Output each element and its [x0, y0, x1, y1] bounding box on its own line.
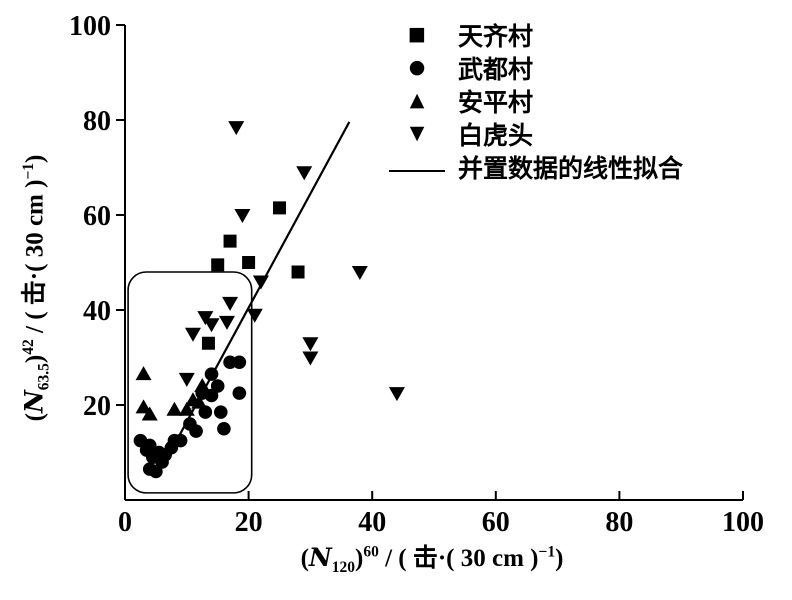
data-point-triangle-down — [246, 308, 263, 323]
data-point-square — [242, 256, 256, 269]
x-label-part: ( — [300, 545, 309, 572]
data-point-triangle-down — [296, 166, 313, 181]
data-point-triangle-down — [203, 318, 220, 333]
y-tick-label: 80 — [83, 106, 111, 137]
x-tick-label: 0 — [118, 507, 132, 538]
legend-label: 白虎头 — [458, 120, 534, 150]
circle-marker-icon: ● — [408, 56, 426, 78]
data-point-triangle-down — [302, 351, 319, 366]
legend-label: 武都村 — [458, 54, 534, 84]
data-point-triangle-down — [218, 315, 235, 330]
data-point-triangle-down — [302, 337, 319, 352]
x-tick-label: 80 — [605, 507, 633, 538]
x-label-variable: N — [308, 543, 332, 572]
legend-item-baihutou: ▼ 白虎头 — [388, 117, 683, 150]
data-point-circle — [142, 438, 157, 453]
data-point-triangle-down — [388, 387, 405, 402]
data-point-triangle-down — [197, 311, 214, 326]
data-point-triangle-up — [178, 401, 195, 416]
data-point-square — [291, 265, 305, 279]
data-point-triangle-down — [178, 372, 195, 387]
legend: ■ 天齐村 ● 武都村 ▲ 安平村 ▼ 白虎头 并置数据的线性拟合 — [388, 18, 683, 183]
data-point-triangle-up — [135, 399, 152, 414]
y-label-part: ) — [21, 154, 49, 163]
y-label-part: ) — [21, 354, 49, 364]
legend-label: 安平村 — [458, 87, 534, 117]
data-point-triangle-up — [166, 401, 183, 416]
y-axis-label: (N63.5)42 / ( 击·( 30 cm )−1) — [15, 155, 54, 422]
x-label-part: ) — [555, 545, 564, 572]
x-tick-label: 20 — [235, 507, 263, 538]
data-point-triangle-down — [351, 266, 368, 280]
y-tick-label: 100 — [69, 11, 111, 42]
data-point-triangle-up — [194, 378, 211, 392]
data-point-circle — [232, 386, 247, 400]
x-tick-label: 100 — [722, 507, 764, 538]
line-marker-icon — [388, 157, 446, 176]
data-point-triangle-down — [234, 209, 251, 223]
data-point-square — [273, 201, 286, 215]
y-label-part: ( — [21, 413, 49, 422]
data-point-triangle-down — [228, 121, 245, 136]
data-point-circle — [189, 424, 203, 438]
x-label-part: / ( 击·( 30 cm ) — [378, 545, 539, 572]
legend-label: 天齐村 — [458, 21, 534, 51]
y-tick-label: 20 — [83, 391, 111, 422]
legend-item-tianqicun: ■ 天齐村 — [388, 18, 683, 51]
data-point-circle — [167, 433, 182, 448]
data-point-square — [223, 234, 237, 248]
x-tick-label: 60 — [482, 507, 510, 538]
x-tick-label: 40 — [358, 507, 386, 538]
x-label-superscript: 60 — [363, 543, 379, 561]
data-point-circle — [149, 464, 163, 479]
data-point-triangle-down — [252, 275, 269, 290]
data-point-circle — [204, 367, 219, 381]
x-axis-label: (N120)60 / ( 击·( 30 cm )−1) — [301, 538, 564, 577]
square-marker-icon: ■ — [408, 23, 426, 45]
legend-item-linear-fit: 并置数据的线性拟合 — [388, 150, 683, 183]
x-label-superscript: −1 — [538, 543, 556, 561]
triangle-up-marker-icon: ▲ — [409, 89, 425, 111]
y-label-superscript: −1 — [20, 162, 38, 180]
data-point-triangle-down — [222, 296, 239, 311]
legend-label: 并置数据的线性拟合 — [458, 153, 684, 183]
y-label-variable: N — [19, 390, 49, 414]
legend-item-wuducun: ● 武都村 — [388, 51, 683, 84]
data-point-triangle-up — [191, 394, 208, 409]
data-point-square — [211, 258, 225, 272]
y-tick-label: 60 — [83, 201, 111, 232]
y-label-superscript: 42 — [20, 339, 38, 355]
data-point-triangle-up — [141, 406, 158, 421]
data-point-circle — [217, 421, 231, 436]
triangle-down-marker-icon: ▼ — [409, 122, 425, 144]
data-point-circle — [198, 405, 213, 419]
data-point-circle — [232, 355, 247, 370]
x-label-part: ) — [355, 545, 364, 572]
data-point-triangle-up — [135, 366, 152, 381]
data-point-triangle-down — [184, 327, 201, 342]
cluster-annotation-box — [127, 271, 253, 494]
x-label-subscript: 120 — [331, 559, 355, 576]
legend-item-anpingcun: ▲ 安平村 — [388, 84, 683, 117]
y-label-part: / ( 击·( 30 cm ) — [21, 179, 49, 340]
y-label-subscript: 63.5 — [35, 363, 53, 391]
y-tick-label: 40 — [83, 296, 111, 327]
data-point-square — [201, 336, 215, 350]
data-point-circle — [213, 405, 228, 419]
